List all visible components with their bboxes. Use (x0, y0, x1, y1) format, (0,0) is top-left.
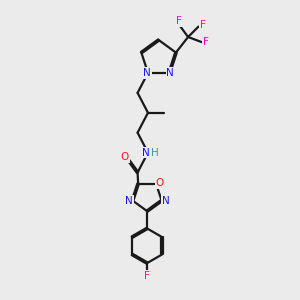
Text: O: O (121, 152, 129, 162)
Text: N: N (142, 148, 150, 158)
Text: F: F (200, 20, 206, 30)
Text: H: H (152, 148, 159, 158)
Text: F: F (203, 37, 209, 47)
Text: F: F (144, 271, 150, 281)
Text: N: N (161, 196, 169, 206)
Text: O: O (156, 178, 164, 188)
Text: N: N (166, 68, 174, 78)
Text: N: N (125, 196, 133, 206)
Text: F: F (176, 16, 182, 26)
Text: N: N (143, 68, 151, 78)
